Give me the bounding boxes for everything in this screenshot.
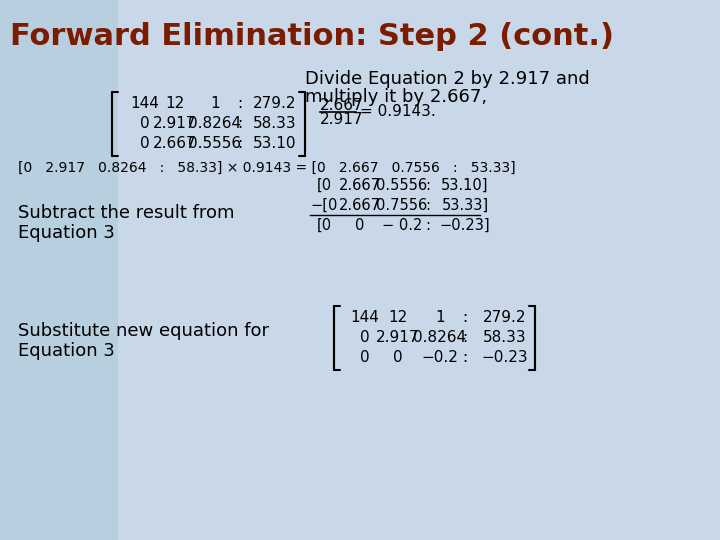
Text: :: :	[238, 97, 243, 111]
Text: = 0.9143.: = 0.9143.	[360, 105, 436, 119]
Text: 12: 12	[388, 310, 408, 326]
Text: 1: 1	[210, 97, 220, 111]
Text: 12: 12	[166, 97, 184, 111]
Text: multiply it by 2.667,: multiply it by 2.667,	[305, 88, 487, 106]
Text: Equation 3: Equation 3	[18, 342, 115, 360]
Text: Forward Elimination: Step 2 (cont.): Forward Elimination: Step 2 (cont.)	[10, 22, 614, 51]
Text: :: :	[462, 310, 467, 326]
Text: 2.917: 2.917	[377, 330, 420, 346]
Text: :: :	[462, 330, 467, 346]
Text: 144: 144	[130, 97, 159, 111]
Text: Subtract the result from: Subtract the result from	[18, 204, 235, 222]
Text: 0.8264: 0.8264	[413, 330, 467, 346]
Text: :: :	[426, 178, 431, 192]
Bar	[0, 0, 118, 540]
Text: :: :	[238, 137, 243, 152]
Text: 0.5556: 0.5556	[377, 178, 428, 192]
Text: 53.10: 53.10	[253, 137, 297, 152]
Text: Equation 3: Equation 3	[18, 224, 115, 242]
Text: −0.23: −0.23	[482, 350, 528, 366]
Text: :: :	[238, 117, 243, 132]
Text: 0: 0	[355, 218, 365, 233]
Text: 279.2: 279.2	[483, 310, 527, 326]
Text: 0: 0	[360, 330, 370, 346]
Text: 144: 144	[351, 310, 379, 326]
Text: 0: 0	[140, 137, 150, 152]
Text: −[0: −[0	[310, 198, 338, 213]
Text: 2.667: 2.667	[153, 137, 197, 152]
Text: 0: 0	[360, 350, 370, 366]
Text: 2.667: 2.667	[320, 98, 364, 112]
Text: 53.33]: 53.33]	[441, 198, 489, 213]
Text: 0: 0	[140, 117, 150, 132]
Text: 279.2: 279.2	[253, 97, 297, 111]
Text: 58.33: 58.33	[483, 330, 527, 346]
Text: Divide Equation 2 by 2.917 and: Divide Equation 2 by 2.917 and	[305, 70, 590, 88]
Text: 0.7556: 0.7556	[377, 198, 428, 213]
Text: 2.917: 2.917	[320, 111, 364, 126]
Text: 58.33: 58.33	[253, 117, 297, 132]
Text: 2.917: 2.917	[153, 117, 197, 132]
Text: :: :	[462, 350, 467, 366]
Text: 0.5556: 0.5556	[189, 137, 242, 152]
Text: Substitute new equation for: Substitute new equation for	[18, 322, 269, 340]
Text: 0: 0	[393, 350, 402, 366]
Text: − 0.2: − 0.2	[382, 218, 422, 233]
Text: 2.667: 2.667	[339, 178, 381, 192]
Text: :: :	[426, 198, 431, 213]
Text: [0   2.917   0.8264   :   58.33] × 0.9143 = [0   2.667   0.7556   :   53.33]: [0 2.917 0.8264 : 58.33] × 0.9143 = [0 2…	[18, 161, 516, 175]
Text: 0.8264: 0.8264	[189, 117, 242, 132]
Text: −0.23]: −0.23]	[440, 218, 490, 233]
Text: :: :	[426, 218, 431, 233]
Text: 53.10]: 53.10]	[441, 178, 489, 192]
Text: −0.2: −0.2	[422, 350, 459, 366]
Text: 1: 1	[435, 310, 445, 326]
Text: [0: [0	[316, 178, 332, 192]
Text: 2.667: 2.667	[339, 198, 381, 213]
Text: [0: [0	[316, 218, 332, 233]
